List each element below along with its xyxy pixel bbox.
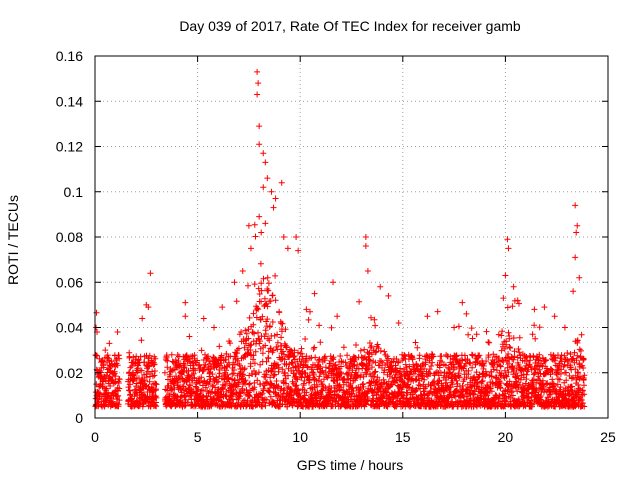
y-tick-label: 0.16 xyxy=(56,48,83,64)
x-tick-label: 0 xyxy=(91,429,99,445)
chart-title: Day 039 of 2017, Rate Of TEC Index for r… xyxy=(179,18,521,34)
y-tick-label: 0.04 xyxy=(56,320,83,336)
y-tick-label: 0 xyxy=(75,410,83,426)
axis-ticks: 0 0.02 0.04 0.06 0.08 0.1 0.12 0.14 0.16 0 5 10 15 20… xyxy=(56,48,616,445)
y-tick-label: 0.08 xyxy=(56,229,83,245)
x-tick-label: 15 xyxy=(395,429,411,445)
x-axis-label: GPS time / hours xyxy=(297,457,404,473)
y-tick-label: 0.14 xyxy=(56,93,83,109)
y-axis-label: ROTI / TECUs xyxy=(5,195,21,285)
y-tick-label: 0.1 xyxy=(64,184,84,200)
x-tick-label: 10 xyxy=(292,429,308,445)
x-tick-label: 25 xyxy=(600,429,616,445)
y-tick-label: 0.06 xyxy=(56,274,83,290)
x-tick-label: 20 xyxy=(498,429,514,445)
y-tick-label: 0.02 xyxy=(56,365,83,381)
x-tick-label: 5 xyxy=(194,429,202,445)
y-tick-label: 0.12 xyxy=(56,139,83,155)
